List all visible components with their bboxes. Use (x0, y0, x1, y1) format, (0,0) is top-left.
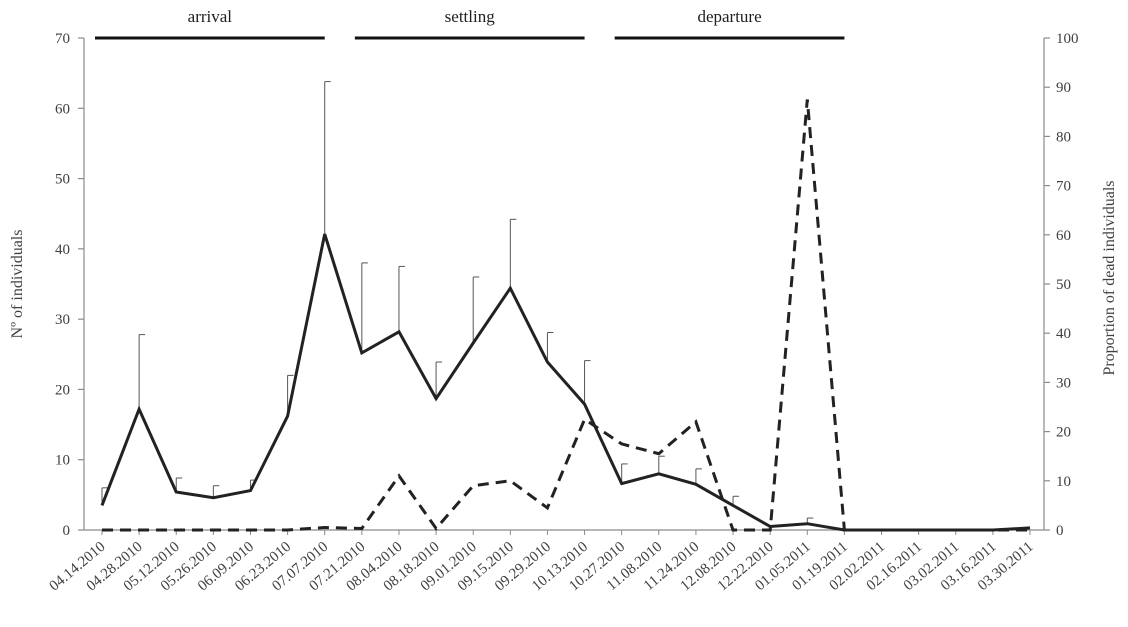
error-bars (101, 81, 814, 524)
y-tick-label: 40 (55, 242, 70, 258)
axes (83, 38, 1045, 531)
y2-tick-label: 30 (1056, 375, 1071, 391)
y2-tick-label: 80 (1056, 129, 1071, 145)
phase-label: settling (445, 7, 496, 26)
y-tick-label: 30 (55, 312, 70, 328)
y-tick-label: 70 (55, 31, 70, 47)
y2-axis-title: Proportion of dead individuals (1101, 180, 1118, 375)
x-ticks: 04.14.201004.28.201005.12.201005.26.2010… (47, 530, 1037, 594)
series-line-individuals (100, 233, 1031, 532)
y-tick-label: 20 (55, 382, 70, 398)
y2-tick-label: 90 (1056, 80, 1071, 96)
y-tick-label: 0 (63, 523, 71, 539)
y-tick-label: 50 (55, 172, 70, 188)
y-tick-label: 10 (55, 453, 70, 469)
y2-tick-label: 60 (1056, 228, 1071, 244)
y2-tick-label: 70 (1056, 179, 1071, 195)
y-axis-title: Nº of individuals (9, 230, 26, 339)
y2-tick-label: 10 (1056, 474, 1071, 490)
y2-tick-label: 20 (1056, 425, 1071, 441)
phase-label: departure (697, 7, 761, 26)
phase-annotations: arrival settling departure (95, 7, 845, 40)
y2-ticks: 0 10 20 30 40 50 60 70 80 90 100 (1044, 31, 1079, 539)
y2-tick-label: 50 (1056, 277, 1071, 293)
y2-tick-label: 40 (1056, 326, 1071, 342)
y-tick-label: 60 (55, 101, 70, 117)
y2-tick-label: 0 (1056, 523, 1064, 539)
y-ticks: 0 10 20 30 40 50 60 70 (55, 31, 84, 539)
y2-tick-label: 100 (1056, 31, 1079, 47)
phase-label: arrival (188, 7, 233, 26)
series-line-dead-proportion (102, 99, 1030, 532)
series-lines (100, 99, 1031, 532)
